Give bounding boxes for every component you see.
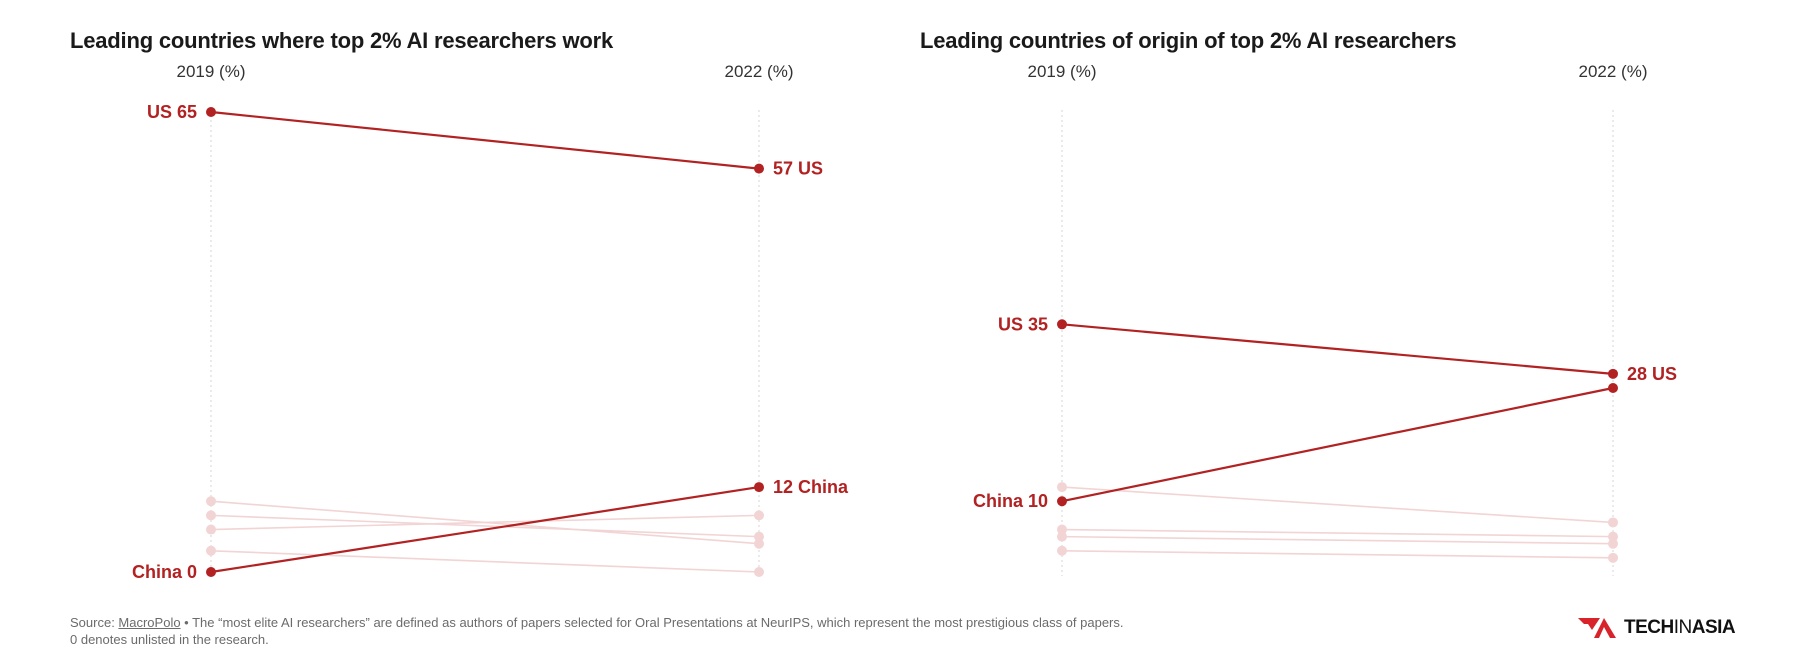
series-line-origin-other-1 (1061, 528, 1614, 538)
source-prefix: Source: (70, 615, 119, 630)
series-line-origin-other-3 (1061, 549, 1614, 559)
techinasia-logo: TECHINASIA (1578, 612, 1736, 644)
col-label-2022-origin: 2022 (%) (1578, 62, 1648, 81)
col-label-2019-origin: 2019 (%) (1027, 62, 1097, 81)
point-work-other-0-2022 (754, 538, 764, 549)
label-origin-us-2019: US 35 (998, 314, 1048, 334)
series-line-work-other-2 (210, 514, 760, 531)
techinasia-logo-icon (1578, 618, 1616, 638)
series-line-origin-china (1061, 386, 1614, 503)
point-work-other-0-2019 (206, 496, 216, 507)
point-work-other-1-2019 (206, 510, 216, 521)
series-line-origin-other-2 (1061, 535, 1614, 545)
point-origin-other-0-2019 (1057, 482, 1067, 493)
point-origin-other-3-2022 (1608, 552, 1618, 563)
point-origin-other-1-2019 (1057, 524, 1067, 535)
point-origin-china-2022 (1608, 383, 1618, 393)
point-work-other-2-2019 (206, 524, 216, 535)
point-origin-us-2019 (1057, 319, 1067, 330)
point-work-us-2019 (206, 107, 216, 117)
point-work-other-2-2022 (754, 510, 764, 521)
point-origin-us-2022 (1608, 368, 1618, 379)
point-origin-other-1-2022 (1608, 531, 1618, 542)
label-origin-us-2022: 28 US (1627, 364, 1677, 384)
footer-line-1: Source: MacroPolo • The “most elite AI r… (70, 614, 1124, 631)
col-label-2022-work: 2022 (%) (724, 62, 794, 81)
point-work-other-1-2022 (754, 531, 764, 542)
footer-note: Source: MacroPolo • The “most elite AI r… (70, 614, 1124, 648)
series-line-work-us (210, 110, 760, 170)
slope-charts: US 65 57 US China 0 12 China US 35 28 US China… (132, 102, 1677, 582)
point-origin-other-0-2022 (1608, 517, 1618, 528)
point-work-china-2022 (754, 482, 764, 493)
point-work-us-2022 (754, 163, 764, 174)
col-label-2019-work: 2019 (%) (176, 62, 246, 81)
logo-wordmark: TECHINASIA (1624, 617, 1736, 638)
label-work-us-2022: 57 US (773, 159, 823, 179)
label-work-us-2019: US 65 (147, 102, 197, 122)
series-line-work-other-1 (210, 514, 760, 538)
point-origin-china-2019 (1057, 496, 1067, 507)
point-origin-other-3-2019 (1057, 545, 1067, 556)
series-line-work-other-3 (210, 549, 760, 573)
label-work-china-2019: China 0 (132, 562, 197, 582)
series-line-origin-us (1061, 323, 1614, 375)
point-work-china-2019 (206, 567, 216, 577)
point-origin-other-2-2022 (1608, 538, 1618, 549)
point-work-other-3-2019 (206, 545, 216, 556)
chart-title-work: Leading countries where top 2% AI resear… (70, 28, 614, 53)
footer-line-2: 0 denotes unlisted in the research. (70, 632, 269, 647)
source-link[interactable]: MacroPolo (118, 615, 181, 630)
series-line-origin-other-0 (1061, 486, 1614, 524)
label-work-china-2022: 12 China (773, 477, 849, 497)
point-origin-other-2-2019 (1057, 531, 1067, 542)
source-note: • The “most elite AI researchers” are de… (180, 615, 1124, 630)
label-origin-china-2019: China 10 (973, 491, 1048, 511)
chart-title-origin: Leading countries of origin of top 2% AI… (920, 28, 1457, 53)
point-work-other-3-2022 (754, 567, 764, 577)
series-line-work-china (210, 485, 760, 574)
